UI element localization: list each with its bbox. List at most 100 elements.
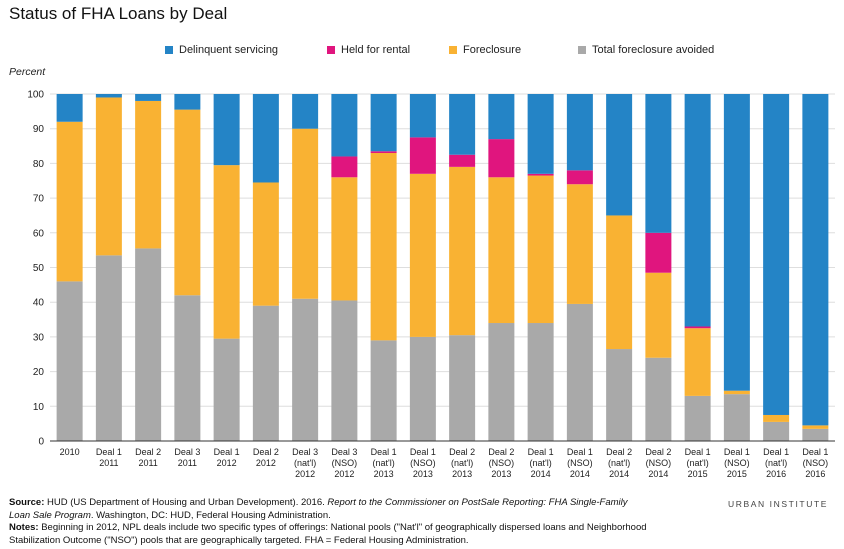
x-tick-label: (nat'l) xyxy=(451,458,473,468)
bar-segment xyxy=(645,272,672,358)
bar-segment xyxy=(95,94,122,98)
bar-segment xyxy=(527,323,554,441)
bar-segment xyxy=(566,303,593,441)
bar-segment xyxy=(684,326,711,329)
legend-label: Delinquent servicing xyxy=(179,44,279,56)
bar-segment xyxy=(606,215,633,350)
y-tick-label: 40 xyxy=(33,298,45,309)
bar-segment xyxy=(527,173,554,176)
bar-segment xyxy=(213,94,240,166)
source-note: Source: HUD (US Department of Housing an… xyxy=(9,497,649,522)
legend-label: Foreclosure xyxy=(463,44,522,56)
bar-segment xyxy=(684,395,711,441)
bar-segment xyxy=(370,94,397,152)
bar-segment xyxy=(56,121,83,282)
x-tick-label: 2014 xyxy=(531,469,551,479)
bar-segment xyxy=(56,281,83,441)
bar-segment xyxy=(292,94,319,129)
x-tick-label: 2012 xyxy=(295,469,315,479)
bar-segment xyxy=(331,156,358,178)
x-tick-label: (nat'l) xyxy=(765,458,787,468)
bar-segment xyxy=(763,414,790,422)
x-tick-label: 2013 xyxy=(413,469,433,479)
x-tick-label: (NSO) xyxy=(803,458,829,468)
x-tick-label: Deal 2 xyxy=(645,447,671,457)
x-tick-label: Deal 1 xyxy=(410,447,436,457)
bar-segment xyxy=(723,94,750,391)
x-tick-label: Deal 1 xyxy=(685,447,711,457)
bar-segment xyxy=(606,349,633,441)
bar-segment xyxy=(488,94,515,140)
bar-segment xyxy=(331,94,358,157)
chart-title: Status of FHA Loans by Deal xyxy=(9,4,228,23)
legend-item: Delinquent servicing xyxy=(165,44,278,56)
bar-segment xyxy=(449,166,476,336)
x-tick-label: (nat'l) xyxy=(687,458,709,468)
legend-swatch xyxy=(578,46,586,54)
x-tick-label: (NSO) xyxy=(567,458,593,468)
x-tick-label: 2015 xyxy=(688,469,708,479)
y-tick-label: 20 xyxy=(33,367,45,378)
x-tick-label: Deal 2 xyxy=(135,447,161,457)
bar-segment xyxy=(802,94,829,426)
x-tick-label: Deal 2 xyxy=(449,447,475,457)
x-tick-label: Deal 2 xyxy=(253,447,279,457)
bar-segment xyxy=(723,394,750,441)
notes-text: Beginning in 2012, NPL deals include two… xyxy=(9,522,647,546)
x-tick-label: Deal 1 xyxy=(567,447,593,457)
x-tick-label: (NSO) xyxy=(332,458,358,468)
source-report-title: Report to the Commissioner on PostSale R… xyxy=(9,497,628,521)
bar-segment xyxy=(488,177,515,324)
y-axis-label: Percent xyxy=(9,66,46,78)
bar-segment xyxy=(409,94,436,138)
footer-notes: Source: HUD (US Department of Housing an… xyxy=(9,497,649,547)
legend-swatch xyxy=(165,46,173,54)
legend-label: Total foreclosure avoided xyxy=(592,44,715,56)
bar-segment xyxy=(370,152,397,341)
y-tick-label: 100 xyxy=(27,90,44,101)
legend-swatch xyxy=(449,46,457,54)
bar-segment xyxy=(684,94,711,327)
y-tick-label: 0 xyxy=(38,437,44,448)
x-tick-label: (nat'l) xyxy=(608,458,630,468)
x-tick-label: (NSO) xyxy=(489,458,515,468)
bar-segment xyxy=(252,94,279,183)
bar-segment xyxy=(252,305,279,441)
bar-segment xyxy=(95,255,122,441)
x-tick-label: Deal 3 xyxy=(292,447,318,457)
x-tick-label: 2011 xyxy=(178,458,197,468)
x-tick-label: 2013 xyxy=(491,469,511,479)
x-tick-label: 2014 xyxy=(609,469,629,479)
bar-segment xyxy=(292,298,319,441)
legend-swatch xyxy=(327,46,335,54)
urban-institute-logo: URBAN INSTITUTE xyxy=(727,499,828,509)
bar-segment xyxy=(527,94,554,174)
x-tick-label: 2014 xyxy=(570,469,590,479)
bar-segment xyxy=(449,335,476,441)
x-tick-label: (NSO) xyxy=(410,458,436,468)
x-tick-label: 2015 xyxy=(727,469,747,479)
x-tick-label: Deal 1 xyxy=(763,447,789,457)
x-tick-label: 2012 xyxy=(334,469,354,479)
x-tick-label: Deal 1 xyxy=(96,447,122,457)
bar-segment xyxy=(449,94,476,155)
bar-segment xyxy=(213,165,240,339)
legend-item: Total foreclosure avoided xyxy=(578,44,714,56)
legend-item: Foreclosure xyxy=(449,44,521,56)
bar-segment xyxy=(527,175,554,324)
bar-segment xyxy=(802,428,829,441)
bar-segment xyxy=(684,328,711,396)
bar-segment xyxy=(488,323,515,441)
x-tick-label: 2013 xyxy=(452,469,472,479)
bar-segment xyxy=(135,100,162,249)
legend-label: Held for rental xyxy=(341,44,411,56)
y-tick-label: 30 xyxy=(33,332,45,343)
x-tick-label: Deal 3 xyxy=(174,447,200,457)
bar-segment xyxy=(645,94,672,233)
bar-segment xyxy=(331,177,358,301)
bar-segment xyxy=(370,151,397,153)
bar-segment xyxy=(95,97,122,256)
bar-segment xyxy=(56,94,83,122)
legend-item: Held for rental xyxy=(327,44,410,56)
